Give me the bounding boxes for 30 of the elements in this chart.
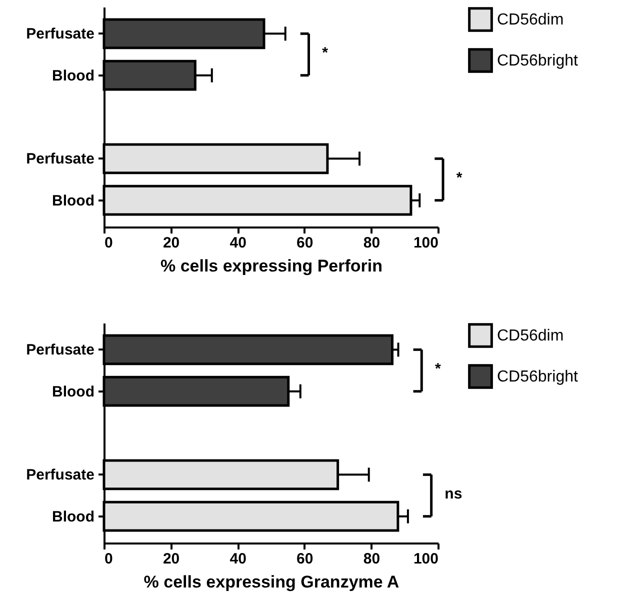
y-tick-label: Blood (52, 383, 94, 400)
y-tick-label: Perfusate (26, 26, 94, 43)
x-tick-label: 80 (363, 550, 380, 568)
x-tick-label: 0 (104, 550, 113, 568)
legend-label: CD56dim (497, 328, 564, 344)
annotation: * (434, 360, 441, 378)
y-tick-label: Blood (52, 508, 94, 526)
legend-label: CD56bright (497, 368, 578, 386)
y-tick-label: Perfusate (26, 466, 94, 484)
x-tick-label: 20 (162, 234, 180, 252)
x-tick-label: 100 (413, 550, 438, 568)
text: ns (444, 485, 462, 502)
x-axis-title: % cells expressing Granzyme A (144, 572, 400, 592)
x-tick-label: 20 (162, 550, 180, 568)
y-tick-label: Perfusate (26, 150, 94, 168)
x-tick-label: 40 (230, 234, 246, 252)
y-tick-label: Blood (52, 67, 94, 84)
x-tick-label: 40 (230, 550, 246, 568)
annotation: * (322, 44, 328, 62)
x-tick-label: 100 (413, 234, 438, 252)
x-tick-label: 60 (296, 234, 314, 252)
legend-label: CD56bright (497, 52, 578, 70)
y-tick-label: Blood (52, 192, 94, 210)
x-axis-title: % cells expressing Perforin (160, 256, 383, 276)
x-tick-label: 0 (104, 234, 113, 252)
x-tick-label: 80 (363, 234, 380, 252)
y-tick-label: Perfusate (26, 342, 94, 359)
text: * (456, 169, 462, 186)
legend-label: CD56dim (497, 12, 564, 28)
x-tick-label: 60 (296, 550, 314, 568)
